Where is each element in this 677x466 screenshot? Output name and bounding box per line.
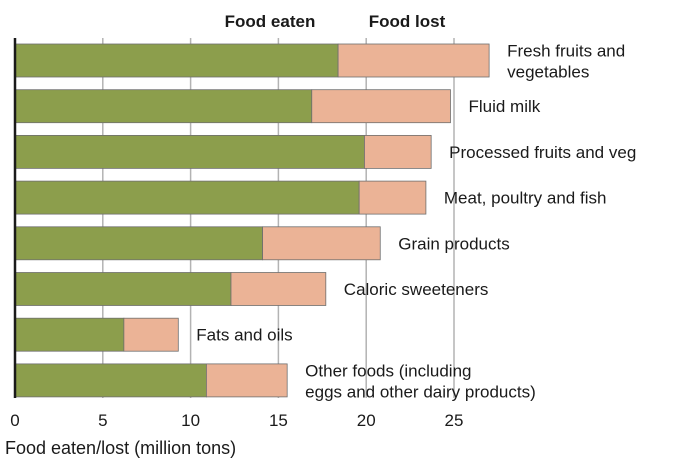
category-label-7-line-0: Other foods (including: [305, 361, 471, 380]
bar-eaten-4: [14, 226, 263, 261]
bar-eaten-3: [14, 180, 360, 215]
bar-eaten-7: [14, 363, 207, 398]
bar-eaten-2: [14, 134, 365, 169]
bar-lost-3: [358, 180, 427, 215]
category-label-2: Processed fruits and veg: [449, 143, 636, 162]
bar-lost-2: [364, 134, 432, 169]
bar-eaten-5: [14, 272, 232, 306]
category-label-4: Grain products: [398, 234, 510, 253]
legend-food-eaten: Food eaten: [225, 12, 316, 31]
category-label-0-line-1: vegetables: [507, 63, 589, 82]
category-label-6: Fats and oils: [196, 326, 292, 345]
x-tick-label-15: 15: [269, 411, 288, 430]
x-tick-label-20: 20: [357, 411, 376, 430]
x-tick-label-5: 5: [98, 411, 107, 430]
bars: [14, 43, 490, 398]
bar-eaten-0: [14, 43, 339, 78]
category-label-0: Fresh fruits and vegetables: [507, 42, 625, 82]
x-tick-label-10: 10: [181, 411, 200, 430]
category-label-1: Fluid milk: [468, 97, 540, 116]
x-tick-label-25: 25: [445, 411, 464, 430]
bar-lost-5: [230, 272, 327, 306]
x-tick-label-0: 0: [10, 411, 19, 430]
bar-lost-6: [123, 317, 179, 352]
category-label-3: Meat, poultry and fish: [444, 189, 607, 208]
legend: Food eaten Food lost: [225, 12, 446, 31]
bar-lost-0: [337, 43, 490, 78]
bar-eaten-6: [14, 317, 125, 352]
bar-eaten-1: [14, 89, 313, 124]
bar-lost-4: [262, 226, 381, 261]
bar-lost-1: [311, 89, 451, 124]
category-label-7: Other foods (including eggs and other dai…: [305, 361, 536, 401]
category-label-0-line-0: Fresh fruits and: [507, 42, 625, 61]
category-label-5: Caloric sweeteners: [344, 280, 489, 299]
legend-food-lost: Food lost: [369, 12, 446, 31]
x-axis-ticks: 0 5 10 15 20 25: [10, 411, 463, 430]
x-axis-title: Food eaten/lost (million tons): [5, 438, 236, 458]
category-label-7-line-1: eggs and other dairy products): [305, 382, 536, 401]
category-labels: Fresh fruits and vegetables Fluid milk Proc…: [196, 42, 636, 402]
bar-lost-7: [206, 363, 288, 398]
